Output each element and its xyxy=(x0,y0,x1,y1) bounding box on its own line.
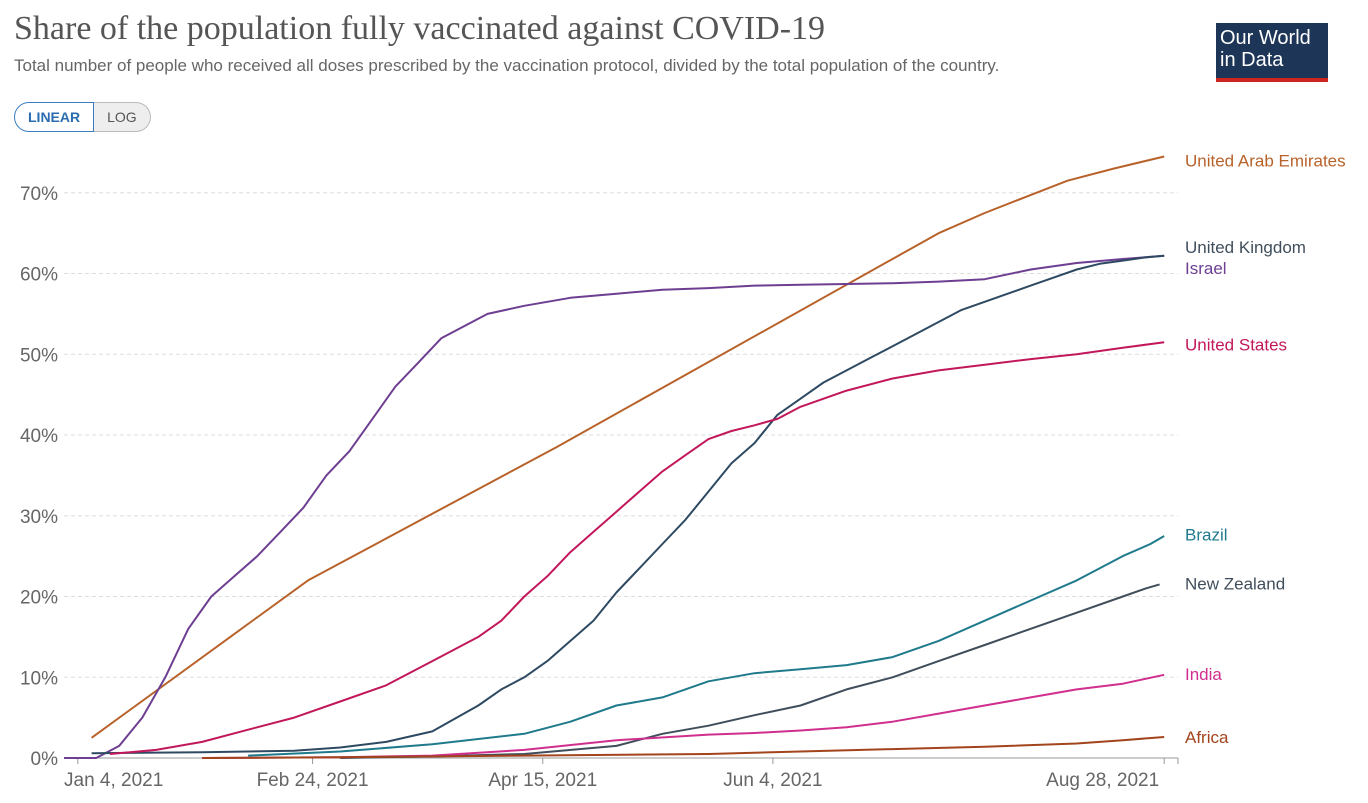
legend-label-india[interactable]: India xyxy=(1185,665,1222,684)
y-tick-label: 70% xyxy=(20,184,58,205)
legend-label-new-zealand[interactable]: New Zealand xyxy=(1185,575,1285,594)
logo-line-2: in Data xyxy=(1220,49,1284,71)
gridlines xyxy=(64,192,1178,759)
chart-title: Share of the population fully vaccinated… xyxy=(14,10,826,47)
legend-label-africa[interactable]: Africa xyxy=(1185,728,1229,747)
series-line-india[interactable] xyxy=(202,673,1165,759)
chart-subtitle: Total number of people who received all … xyxy=(14,56,1000,75)
y-tick-label: 10% xyxy=(20,668,58,689)
legend-label-united-states[interactable]: United States xyxy=(1185,336,1287,355)
y-tick-label: 0% xyxy=(31,749,59,770)
y-tick-label: 20% xyxy=(20,588,58,609)
series-lines xyxy=(64,155,1165,759)
series-line-united-states[interactable] xyxy=(109,341,1165,755)
legend-label-brazil[interactable]: Brazil xyxy=(1185,525,1228,544)
x-tick-label: Jan 4, 2021 xyxy=(64,770,163,791)
legend-label-united-arab-emirates[interactable]: United Arab Emirates xyxy=(1185,151,1346,170)
x-tick-label: Jun 4, 2021 xyxy=(723,770,822,791)
series-line-new-zealand[interactable] xyxy=(340,583,1160,759)
y-tick-label: 60% xyxy=(20,265,58,286)
series-line-israel[interactable] xyxy=(64,254,1165,759)
series-line-united-kingdom[interactable] xyxy=(91,254,1165,755)
series-line-africa[interactable] xyxy=(202,736,1165,759)
log-scale-button[interactable]: LOG xyxy=(94,102,151,132)
y-tick-label: 40% xyxy=(20,426,58,447)
x-tick-label: Feb 24, 2021 xyxy=(257,770,369,791)
x-tick-label: Aug 28, 2021 xyxy=(1046,770,1159,791)
logo-line-1: Our World xyxy=(1220,27,1311,49)
series-labels: United Arab Emirates United Kingdom Israel… xyxy=(1185,151,1346,747)
owid-logo[interactable]: Our World in Data xyxy=(1216,23,1328,82)
y-tick-label: 50% xyxy=(20,345,58,366)
y-axis-ticks: 0% 10% 20% 30% 40% 50% 60% 70% xyxy=(20,184,58,770)
series-line-brazil[interactable] xyxy=(248,535,1165,757)
series-line-united-arab-emirates[interactable] xyxy=(91,155,1165,739)
linear-scale-button[interactable]: LINEAR xyxy=(14,102,95,132)
scale-toggle: LINEAR LOG xyxy=(14,102,151,132)
legend-label-united-kingdom[interactable]: United Kingdom xyxy=(1185,238,1306,257)
legend-label-israel[interactable]: Israel xyxy=(1185,259,1227,278)
x-axis-ticks: Jan 4, 2021 Feb 24, 2021 Apr 15, 2021 Jun 4… xyxy=(64,758,1179,791)
x-tick-label: Apr 15, 2021 xyxy=(488,770,597,791)
y-tick-label: 30% xyxy=(20,507,58,528)
